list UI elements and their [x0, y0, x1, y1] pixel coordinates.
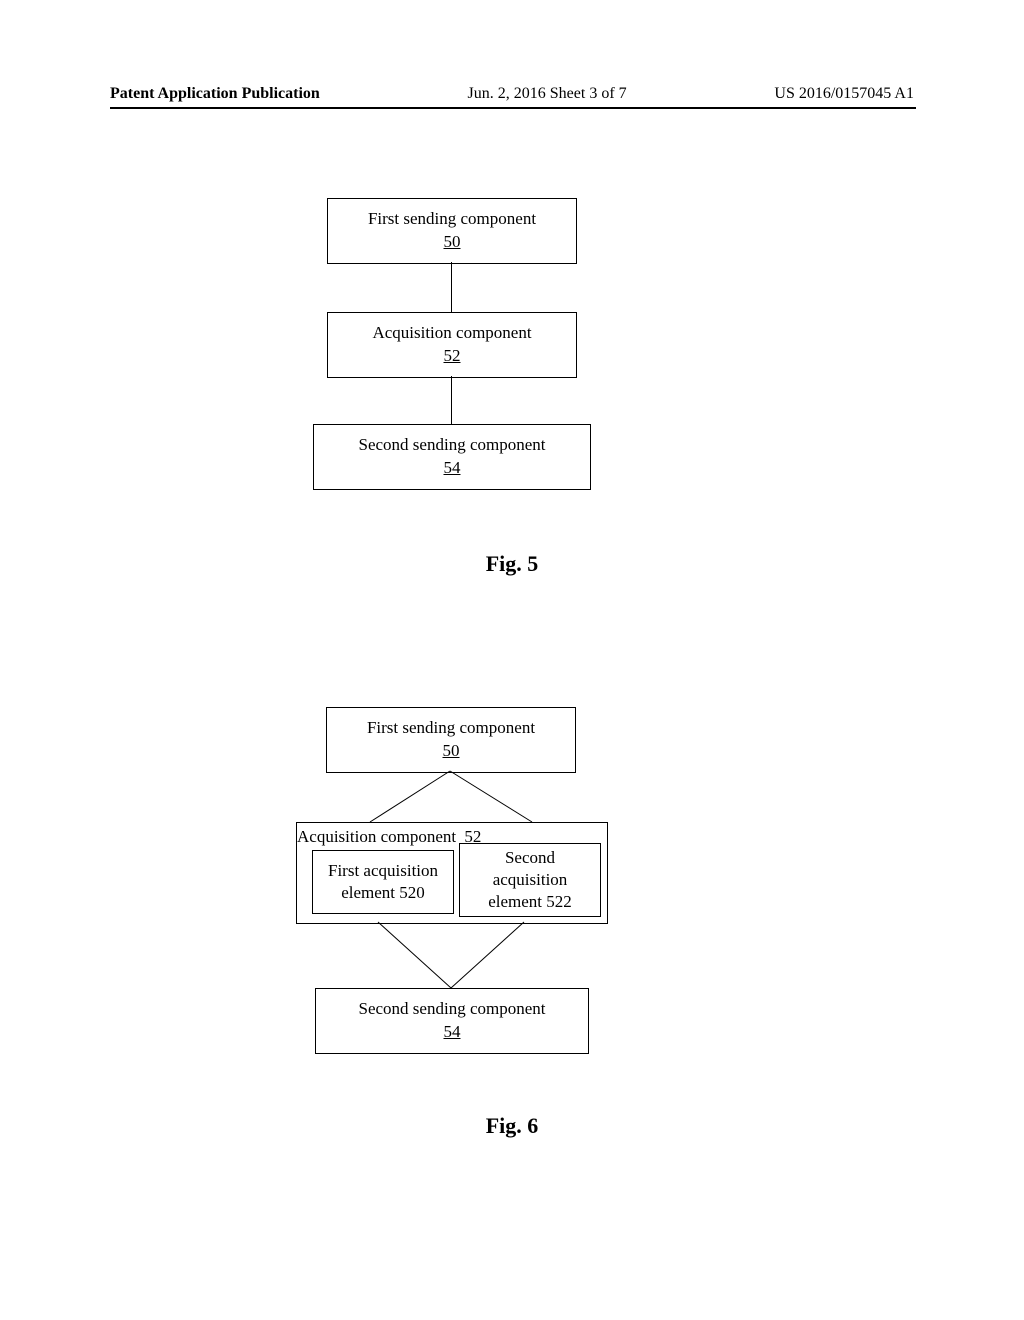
fig5-box-acquisition: Acquisition component 52: [327, 312, 577, 378]
fig6-inner1-line1: First acquisition: [328, 860, 438, 882]
fig5-box2-ref: 52: [444, 345, 461, 368]
fig6-diagonals-top: [368, 769, 534, 824]
fig5-box3-ref: 54: [444, 457, 461, 480]
fig5-box2-title: Acquisition component: [372, 322, 531, 345]
header-center: Jun. 2, 2016 Sheet 3 of 7: [468, 85, 627, 103]
fig5-box3-title: Second sending component: [359, 434, 546, 457]
fig5-label: Fig. 5: [0, 551, 1024, 577]
header-right: US 2016/0157045 A1: [774, 85, 914, 103]
fig6-inner1-ref: 520: [399, 883, 425, 902]
fig5-connector-1: [451, 262, 452, 312]
fig6-inner-first-acquisition: First acquisition element 520: [312, 850, 454, 914]
fig6-diagonals-bottom: [376, 920, 526, 990]
fig6-box3-ref: 54: [444, 1021, 461, 1044]
header-row: Patent Application Publication Jun. 2, 2…: [0, 85, 1024, 105]
fig6-box3-title: Second sending component: [359, 998, 546, 1021]
fig6-container-title: Acquisition component: [297, 827, 456, 846]
fig6-inner-second-acquisition: Second acquisition element 522: [459, 843, 601, 917]
header-rule: [110, 107, 916, 109]
page-header: Patent Application Publication Jun. 2, 2…: [0, 85, 1024, 115]
fig6-box1-title: First sending component: [367, 717, 535, 740]
fig5-box1-ref: 50: [444, 231, 461, 254]
fig6-inner2-ref: 522: [546, 892, 572, 911]
fig6-box-second-sending: Second sending component 54: [315, 988, 589, 1054]
fig5-box-first-sending: First sending component 50: [327, 198, 577, 264]
fig6-label: Fig. 6: [0, 1113, 1024, 1139]
header-left: Patent Application Publication: [110, 85, 320, 103]
fig6-inner2-line1: Second: [505, 847, 555, 869]
fig6-inner1-line2: element 520: [341, 882, 425, 904]
fig6-inner2-line3: element 522: [488, 891, 572, 913]
fig6-box-first-sending: First sending component 50: [326, 707, 576, 773]
fig5-connector-2: [451, 376, 452, 424]
fig5-box1-title: First sending component: [368, 208, 536, 231]
fig5-box-second-sending: Second sending component 54: [313, 424, 591, 490]
fig6-box1-ref: 50: [443, 740, 460, 763]
fig6-inner2-line2: acquisition: [493, 869, 568, 891]
page: Patent Application Publication Jun. 2, 2…: [0, 0, 1024, 1320]
